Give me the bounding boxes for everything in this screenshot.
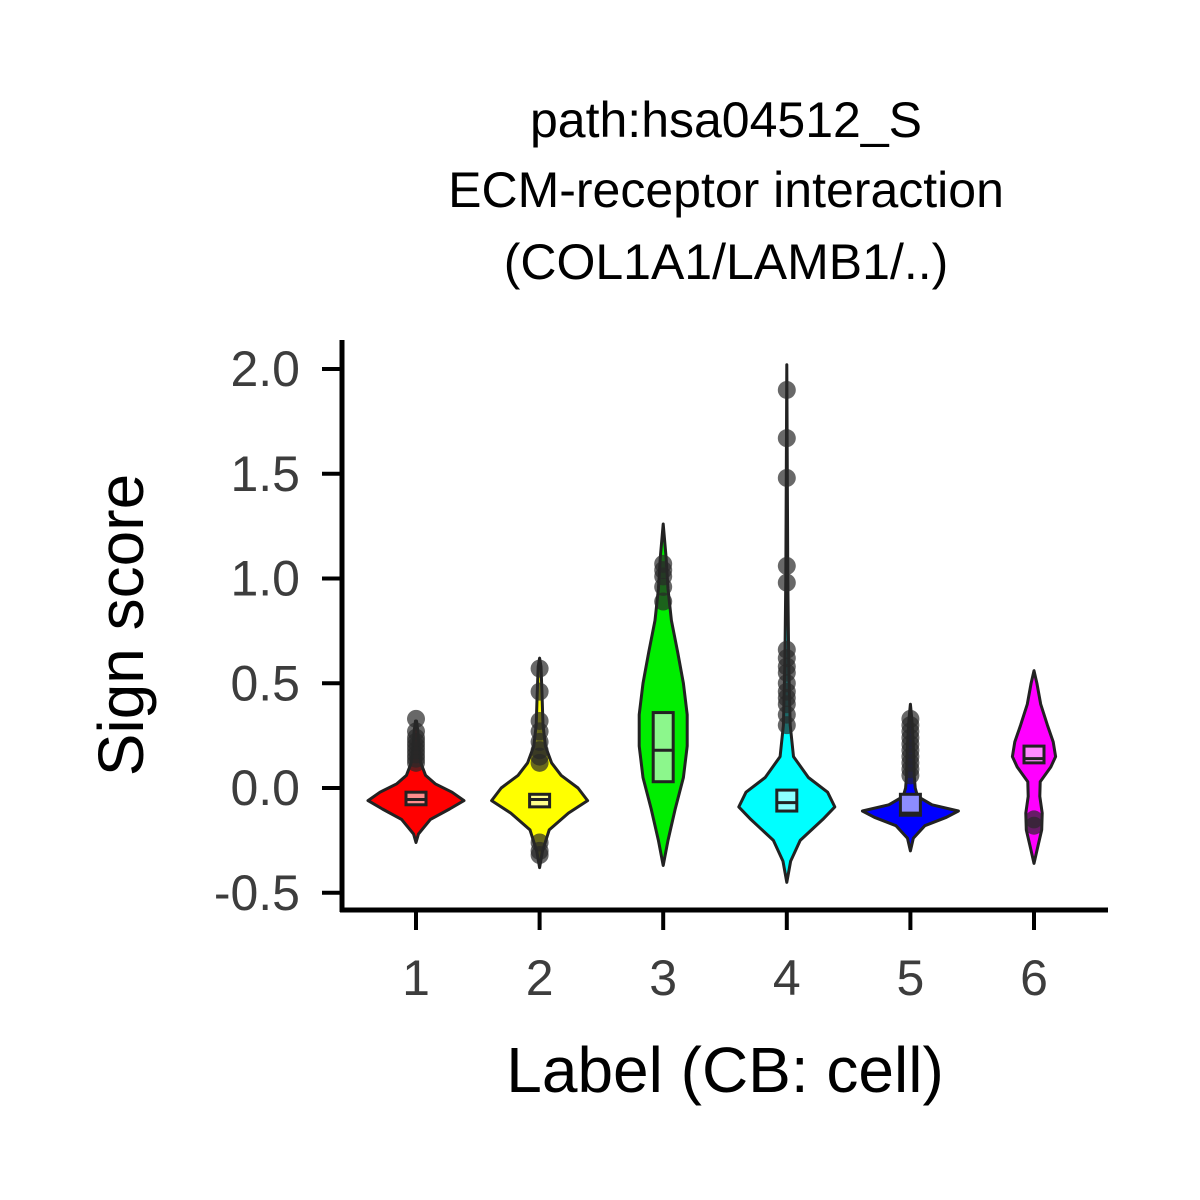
y-tick-label: -0.5 — [214, 865, 300, 921]
outlier-point — [777, 556, 796, 575]
outlier-point — [530, 833, 549, 852]
violin-group-6 — [1010, 669, 1058, 865]
box-iqr — [898, 792, 922, 817]
x-tick-label: 2 — [526, 950, 554, 1006]
outlier-point — [407, 709, 425, 728]
violin-group-2 — [490, 656, 590, 870]
violin-group-1 — [366, 709, 466, 844]
x-tick-label: 4 — [773, 950, 801, 1006]
violin-body — [1010, 669, 1058, 865]
y-axis-ticks: -0.5 0.0 0.5 1.0 1.5 2.0 — [214, 341, 342, 921]
title-line-3: (COL1A1/LAMB1/..) — [504, 234, 949, 290]
violin-group-3 — [637, 522, 689, 867]
box-iqr — [775, 788, 799, 813]
x-tick-label: 6 — [1020, 950, 1048, 1006]
y-tick-label: 0.0 — [230, 760, 300, 816]
y-tick-label: 0.5 — [230, 655, 300, 711]
y-axis-label: Sign score — [85, 474, 157, 776]
title-line-2: ECM-receptor interaction — [448, 162, 1004, 218]
y-tick-label: 2.0 — [230, 341, 300, 397]
outlier-point — [777, 380, 796, 399]
outlier-point — [777, 429, 796, 448]
outlier-point — [1025, 810, 1043, 829]
outlier-point — [530, 682, 549, 701]
outlier-point — [654, 554, 673, 573]
title-line-1: path:hsa04512_S — [530, 92, 922, 148]
x-tick-label: 1 — [402, 950, 430, 1006]
outlier-point — [777, 640, 796, 659]
outlier-point — [777, 468, 796, 487]
x-axis-ticks: 1 2 3 4 5 6 — [402, 910, 1048, 1006]
x-axis-label: Label (CB: cell) — [506, 1034, 944, 1106]
outlier-point — [530, 711, 549, 730]
y-tick-label: 1.5 — [230, 446, 300, 502]
plot-area — [366, 363, 1058, 884]
outlier-point — [777, 573, 796, 592]
outlier-point — [654, 592, 673, 611]
violin-group-4 — [737, 363, 837, 884]
y-tick-label: 1.0 — [230, 551, 300, 607]
violin-body — [737, 363, 837, 884]
outlier-point — [901, 709, 920, 728]
outlier-point — [407, 722, 425, 741]
x-tick-label: 3 — [649, 950, 677, 1006]
x-tick-label: 5 — [896, 950, 924, 1006]
chart-title: path:hsa04512_S ECM-receptor interaction… — [448, 92, 1004, 290]
violin-group-5 — [860, 702, 960, 853]
box-iqr — [1022, 744, 1046, 765]
box-iqr — [651, 711, 675, 784]
violin-body — [637, 522, 689, 867]
outlier-point — [530, 659, 549, 678]
